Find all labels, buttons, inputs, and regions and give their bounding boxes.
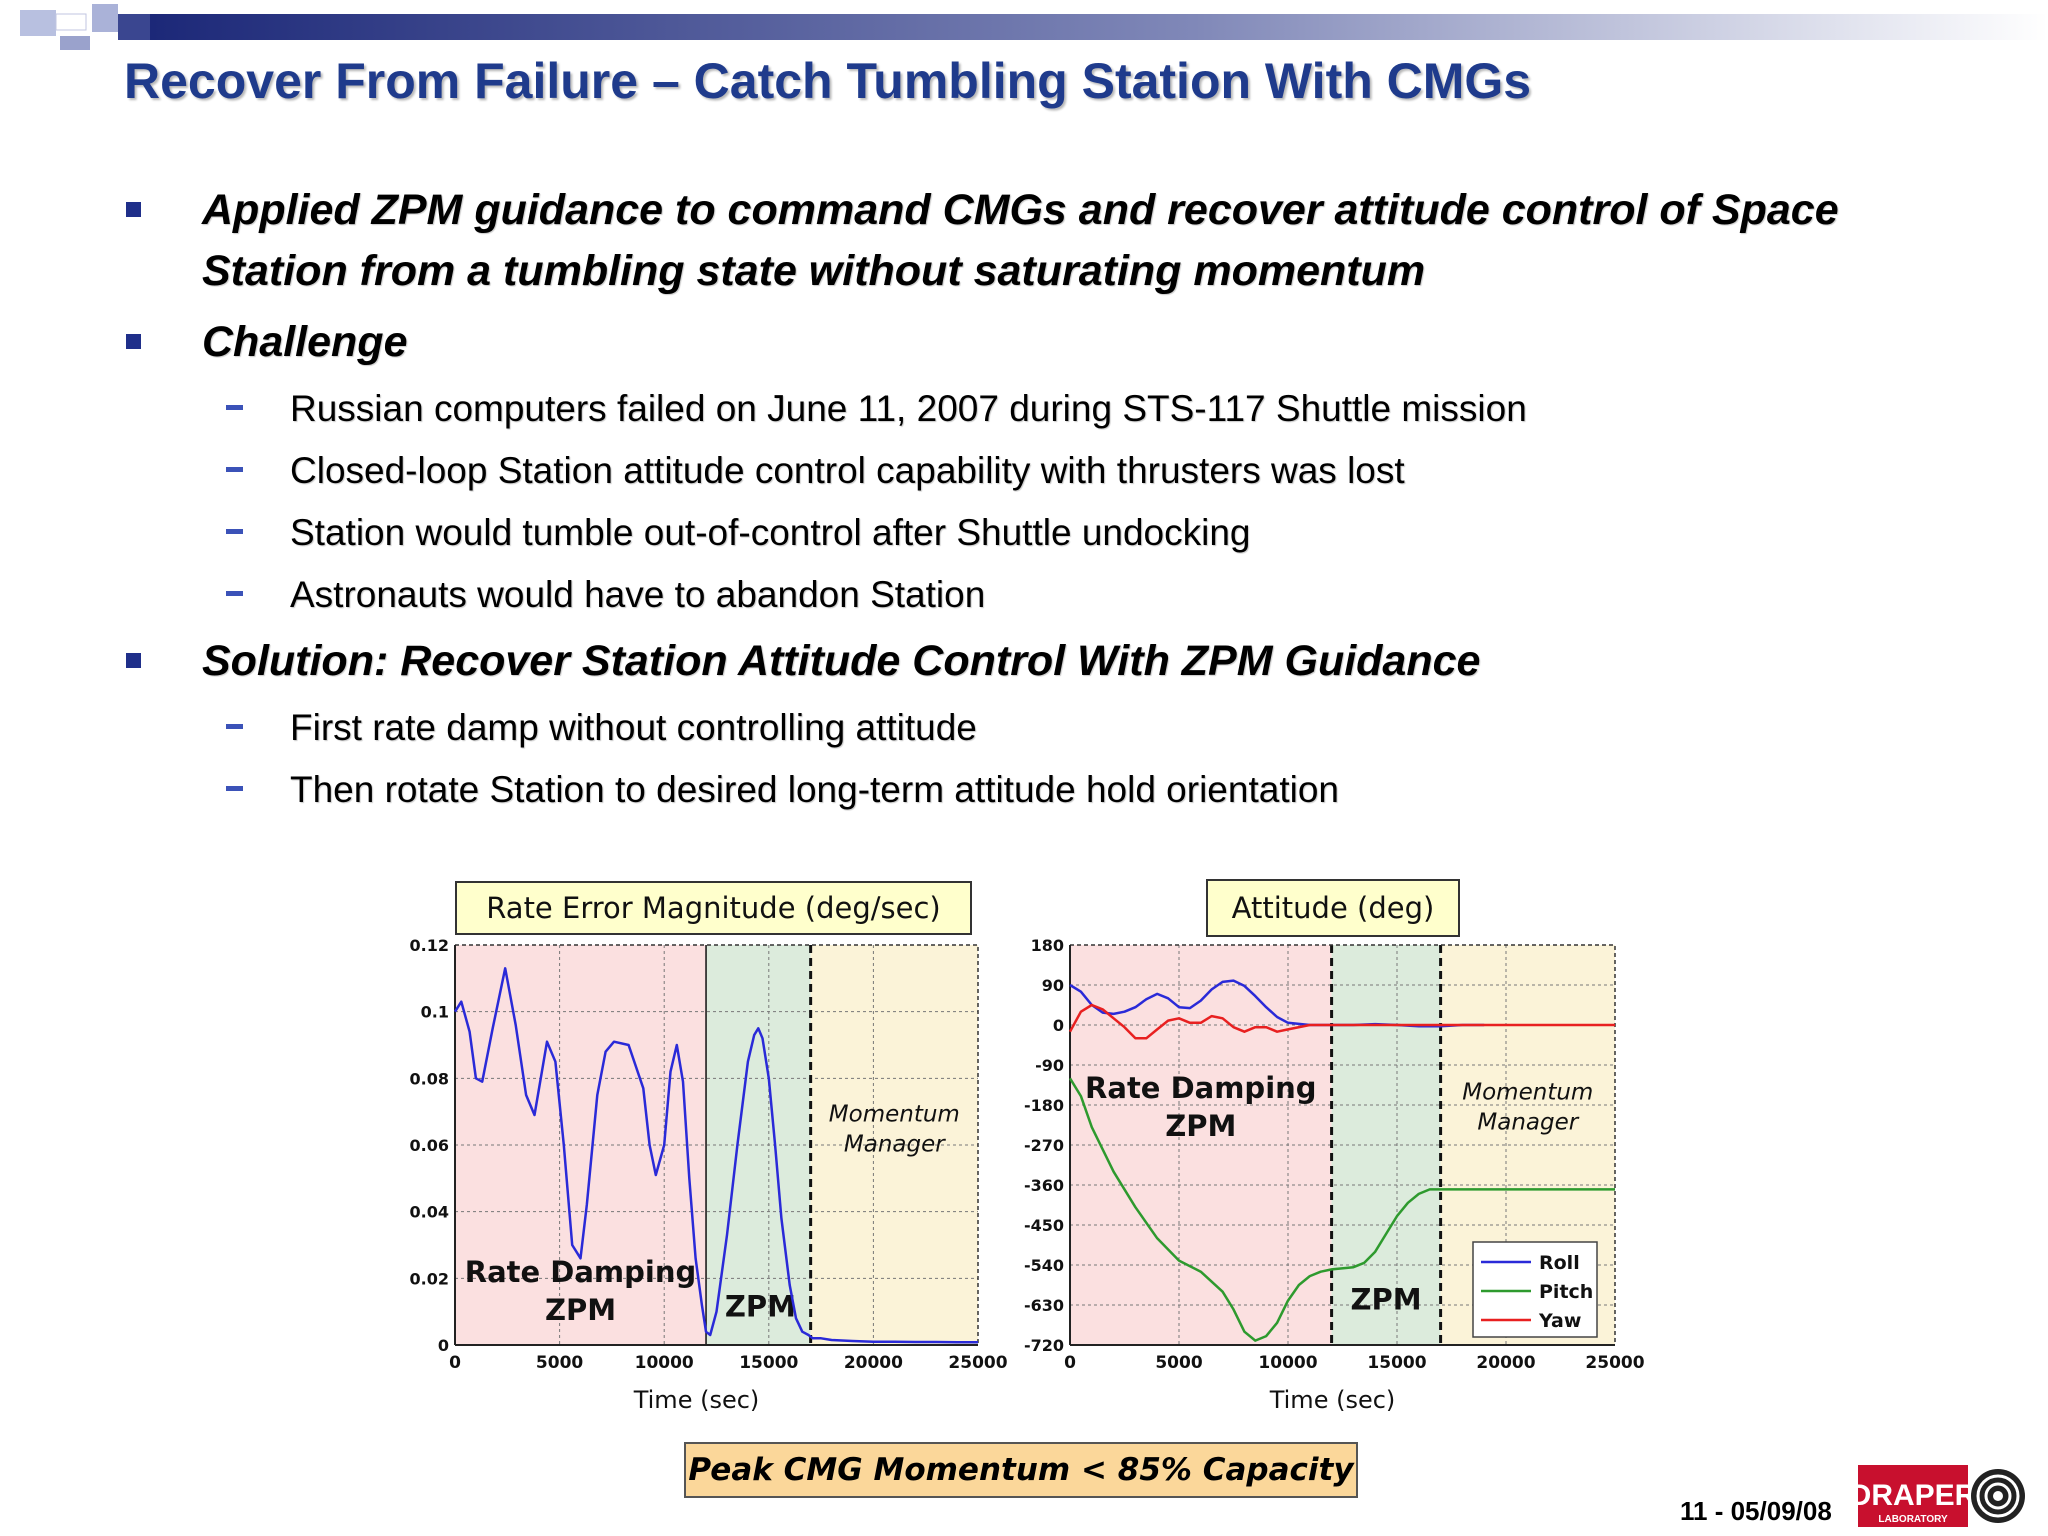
dash-bullet-icon (226, 405, 243, 410)
sub-bullet-list: First rate damp without controlling atti… (124, 702, 1974, 815)
x-tick-label: 10000 (635, 1353, 694, 1373)
square-bullet-icon (126, 202, 141, 217)
sub-bullet-item: Russian computers failed on June 11, 200… (124, 383, 1974, 434)
peak-momentum-callout: Peak CMG Momentum < 85% Capacity (684, 1442, 1358, 1498)
chart-title: Attitude (deg) (1232, 891, 1435, 925)
square-bullet-icon (126, 334, 141, 349)
bullet-text: Solution: Recover Station Attitude Contr… (202, 637, 1481, 685)
chart-2: 0 5000 10000 15000 20000 25000 -720 -630 -540 -45… (1024, 879, 1645, 1414)
y-tick-label: 0.06 (410, 1136, 449, 1155)
legend-label: Yaw (1538, 1310, 1581, 1332)
legend-label: Roll (1539, 1252, 1580, 1274)
y-tick-label: 0 (1053, 1016, 1064, 1035)
x-tick-label: 20000 (1476, 1353, 1535, 1373)
y-tick-label: 90 (1042, 976, 1064, 995)
bullet-item: Challenge (124, 312, 1974, 373)
sub-bullet-text: Station would tumble out-of-control afte… (290, 512, 1251, 553)
region-label: ZPM (1165, 1109, 1236, 1143)
y-tick-label: -180 (1024, 1096, 1064, 1115)
x-tick-label: 5000 (536, 1353, 583, 1373)
region-label: ZPM (725, 1290, 796, 1324)
y-tick-label: -270 (1024, 1136, 1064, 1155)
square-bullet-icon (126, 653, 141, 668)
bullet-text: Challenge (202, 318, 408, 366)
x-tick-label: 0 (449, 1353, 461, 1373)
top-gradient-bar (20, 4, 2048, 50)
dash-bullet-icon (226, 724, 243, 729)
region-label: Momentum (1462, 1079, 1593, 1105)
x-tick-label: 15000 (739, 1353, 798, 1373)
slide-number: 11 - 05/09/08 (1680, 1496, 1832, 1526)
y-tick-label: -90 (1035, 1056, 1064, 1075)
sub-bullet-text: First rate damp without controlling atti… (290, 707, 977, 748)
sub-bullet-item: Closed-loop Station attitude control cap… (124, 445, 1974, 496)
bullet-list: Applied ZPM guidance to command CMGs and… (124, 180, 1974, 826)
sub-bullet-text: Closed-loop Station attitude control cap… (290, 450, 1405, 491)
dash-bullet-icon (226, 786, 243, 791)
sub-bullet-list: Russian computers failed on June 11, 200… (124, 383, 1974, 620)
bullet-text: Applied ZPM guidance to command CMGs and… (202, 186, 1839, 295)
chart-1: 0 5000 10000 15000 20000 25000 0 0.02 0.04 0.06 0.… (410, 881, 1008, 1414)
region-label: Manager (1477, 1109, 1579, 1135)
sub-bullet-item: First rate damp without controlling atti… (124, 702, 1974, 753)
sub-bullet-text: Russian computers failed on June 11, 200… (290, 388, 1527, 429)
sub-bullet-item: Astronauts would have to abandon Station (124, 569, 1974, 620)
y-tick-label: 0.08 (410, 1069, 449, 1088)
y-tick-label: 0 (438, 1336, 449, 1355)
x-tick-label: 25000 (948, 1353, 1007, 1373)
y-tick-label: 180 (1031, 936, 1064, 955)
sub-bullet-item: Station would tumble out-of-control afte… (124, 507, 1974, 558)
x-tick-label: 0 (1064, 1353, 1076, 1373)
draper-logo: DRAPER LABORATORY (1858, 1465, 2025, 1527)
legend-label: Pitch (1539, 1281, 1593, 1303)
bullet-item: Applied ZPM guidance to command CMGs and… (124, 180, 1974, 302)
x-tick-label: 10000 (1258, 1353, 1317, 1373)
series-line (453, 967, 978, 1344)
region-label: Rate Damping (465, 1255, 697, 1289)
y-tick-label: 0.1 (421, 1003, 449, 1022)
y-tick-label: -630 (1024, 1296, 1064, 1315)
y-tick-label: -720 (1024, 1336, 1064, 1355)
slide-title: Recover From Failure – Catch Tumbling St… (124, 53, 1532, 109)
dash-bullet-icon (226, 591, 243, 596)
bullet-item: Solution: Recover Station Attitude Contr… (124, 631, 1974, 692)
x-tick-label: 15000 (1367, 1353, 1426, 1373)
region-label: ZPM (1351, 1282, 1422, 1316)
series-line-pitch (1068, 1077, 1615, 1342)
x-axis-label: Time (sec) (1269, 1386, 1396, 1414)
y-tick-label: -540 (1024, 1256, 1064, 1275)
region-label: Manager (844, 1132, 946, 1158)
y-tick-label: 0.04 (410, 1203, 449, 1222)
chart-title-box (455, 881, 972, 935)
logo-text: DRAPER (1858, 1479, 1977, 1512)
y-tick-label: -360 (1024, 1176, 1064, 1195)
dash-bullet-icon (226, 467, 243, 472)
region-label: Rate Damping (1085, 1071, 1317, 1105)
y-tick-label: -450 (1024, 1216, 1064, 1235)
chart-title: Rate Error Magnitude (deg/sec) (486, 891, 940, 925)
legend: Roll Pitch Yaw (1472, 1241, 1598, 1338)
chart-title-box (1206, 879, 1460, 937)
series-line-yaw (1068, 1003, 1615, 1040)
x-axis-label: Time (sec) (633, 1386, 760, 1414)
x-tick-label: 20000 (844, 1353, 903, 1373)
sub-bullet-text: Then rotate Station to desired long-term… (290, 769, 1339, 810)
y-tick-label: 0.12 (410, 936, 449, 955)
charts-area: 0 5000 10000 15000 20000 25000 0 0.02 0.04 0.06 0.… (410, 879, 1645, 1414)
region-label: Momentum (829, 1102, 960, 1128)
region-zpm (1331, 945, 1441, 1345)
x-tick-label: 5000 (1155, 1353, 1202, 1373)
region-label: ZPM (545, 1293, 616, 1327)
y-tick-label: 0.02 (410, 1269, 449, 1288)
sub-bullet-text: Astronauts would have to abandon Station (290, 574, 986, 615)
logo-subtext: LABORATORY (1878, 1514, 1948, 1525)
sub-bullet-item: Then rotate Station to desired long-term… (124, 764, 1974, 815)
dash-bullet-icon (226, 529, 243, 534)
x-tick-label: 25000 (1585, 1353, 1644, 1373)
